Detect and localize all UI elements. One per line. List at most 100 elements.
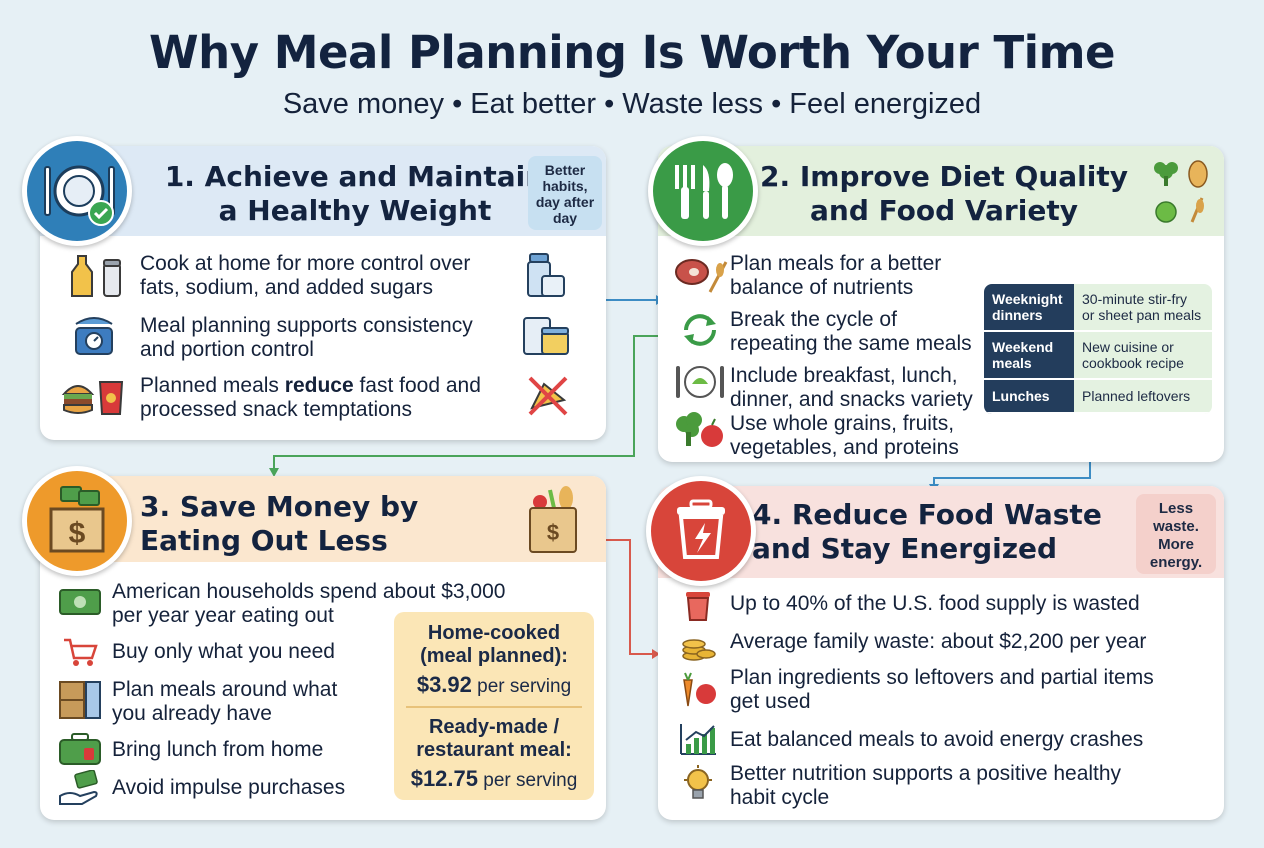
list-item: American households spend about $3,000 p… — [112, 580, 582, 628]
table-key-cell: Weeknight dinners — [984, 284, 1074, 332]
item-text: vegetables, and proteins — [730, 436, 959, 459]
item-text: dinner, and snacks variety — [730, 388, 973, 411]
item-text: balance of nutrients — [730, 276, 914, 299]
hand-money-icon — [59, 770, 98, 805]
home-cooked-price: $3.92 per serving — [416, 672, 572, 697]
lightbulb-icon — [684, 765, 712, 799]
card-title-line: 4. Reduce Food Waste — [752, 498, 1102, 531]
item-text: Use whole grains, fruits, — [730, 412, 955, 435]
card-title-line: and Food Variety — [810, 194, 1078, 227]
card-save-money: 3. Save Money by Eating Out Less $ Ameri… — [40, 476, 606, 820]
connector-2-to-3 — [273, 335, 658, 470]
card-title: 1. Achieve and Maintain a Healthy Weight — [140, 160, 570, 228]
item-text: Eat balanced meals to avoid energy crash… — [730, 728, 1144, 751]
pantry-icon — [59, 681, 101, 719]
money-bag-icon: $ — [49, 486, 105, 553]
list-item: Meal planning supports consistency and p… — [140, 314, 520, 362]
badge-line: energy. — [1149, 554, 1203, 571]
arrowhead-2-to-3 — [269, 468, 279, 477]
item-text: Bring lunch from home — [112, 738, 324, 761]
badge-line: Better — [544, 162, 586, 178]
waste-section-icon — [646, 476, 756, 586]
svg-text:$: $ — [547, 520, 559, 545]
card-title-line: a Healthy Weight — [218, 194, 492, 227]
badge-line: habits, — [542, 178, 588, 194]
table-key-cell: Weekend meals — [984, 332, 1074, 380]
card-title: 4. Reduce Food Waste and Stay Energized — [752, 498, 1132, 566]
table-row: Lunches Planned leftovers — [984, 380, 1212, 414]
badge-line: day after — [535, 194, 595, 210]
item-text: Better nutrition supports a positive hea… — [730, 762, 1122, 785]
item-text: processed snack temptations — [140, 398, 412, 421]
item-text: you already have — [112, 702, 272, 725]
item-text: Buy only what you need — [112, 640, 335, 663]
meat-grain-icon — [675, 259, 728, 293]
coins-icon — [682, 639, 716, 661]
item-text: Plan ingredients so leftovers and partia… — [730, 666, 1154, 689]
table-value-cell: 30-minute stir-fry or sheet pan meals — [1074, 284, 1212, 332]
card-reduce-waste: 4. Reduce Food Waste and Stay Energized … — [658, 486, 1224, 820]
page-title: Why Meal Planning Is Worth Your Time — [149, 26, 1115, 79]
item-text: get used — [730, 690, 811, 713]
badge-line: waste. — [1153, 518, 1199, 535]
kitchen-scale-icon — [75, 317, 113, 355]
list-item: Planned meals reduce fast food and proce… — [140, 374, 520, 422]
fork-knife-spoon-icon — [675, 163, 733, 219]
item-text: fats, sodium, and added sugars — [140, 276, 434, 299]
item-text: Up to 40% of the U.S. food supply is was… — [730, 592, 1140, 615]
home-cooked-label: Home-cooked (meal planned): — [420, 622, 568, 667]
habits-badge: Better habits, day after day — [528, 156, 602, 230]
card-title-line: Eating Out Less — [140, 524, 388, 557]
list-item: Better nutrition supports a positive hea… — [730, 762, 1210, 810]
item-text: Average family waste: about $2,200 per y… — [730, 630, 1147, 653]
item-text: and portion control — [140, 338, 314, 361]
item-text: Meal planning supports consistency — [140, 314, 473, 337]
oil-salt-icon — [71, 255, 121, 297]
carrot-apple-icon — [683, 672, 716, 707]
card-title-line: 2. Improve Diet Quality — [760, 160, 1128, 193]
growth-chart-icon — [680, 724, 716, 755]
cost-comparison-box: Home-cooked (meal planned): $3.92 per se… — [394, 612, 594, 800]
lunchbox-icon — [59, 733, 101, 765]
item-text: American households spend about $3,000 — [112, 580, 506, 603]
list-item: Break the cycle of repeating the same me… — [730, 308, 990, 356]
fast-food-icon — [61, 381, 124, 415]
divider — [406, 706, 582, 708]
item-text: per year year eating out — [112, 604, 334, 627]
healthy-foods-icon — [1154, 160, 1208, 223]
badge-line: day — [552, 210, 578, 226]
list-item: Plan meals around what you already have — [112, 678, 412, 726]
compost-bin-icon — [677, 499, 725, 559]
portion-containers-icon — [523, 317, 569, 355]
table-row: Weeknight dinners 30-minute stir-fry or sh… — [984, 284, 1212, 332]
item-text: Cook at home for more control over — [140, 252, 471, 275]
waste-energy-badge: Less waste. More energy. — [1136, 494, 1216, 574]
trash-can-icon — [686, 592, 710, 621]
cart-icon — [64, 638, 98, 666]
item-text: Avoid impulse purchases — [112, 776, 346, 799]
table-value-cell: Planned leftovers — [1074, 380, 1212, 414]
list-item: Plan meals for a better balance of nutri… — [730, 252, 990, 300]
containers-icon — [527, 253, 565, 297]
meal-plan-table: Weeknight dinners 30-minute stir-fry or sh… — [984, 284, 1212, 414]
ready-made-label: Ready-made / restaurant meal: — [416, 716, 572, 761]
badge-line: More — [1158, 536, 1194, 553]
grocery-bag-icon: $ — [529, 486, 577, 553]
card-title: 2. Improve Diet Quality and Food Variety — [754, 160, 1134, 228]
money-section-icon: $ — [22, 466, 132, 576]
produce-icon — [676, 412, 723, 447]
card-title-line: and Stay Energized — [752, 532, 1058, 565]
list-item: Up to 40% of the U.S. food supply is was… — [730, 592, 1210, 616]
card-title-line: 3. Save Money by — [140, 490, 419, 523]
card-title: 3. Save Money by Eating Out Less — [140, 490, 420, 558]
page-subtitle: Save money • Eat better • Waste less • F… — [282, 88, 982, 120]
list-item: Plan ingredients so leftovers and partia… — [730, 666, 1210, 714]
list-item: Average family waste: about $2,200 per y… — [730, 630, 1210, 654]
connector-2-to-4 — [933, 462, 1091, 486]
list-item: Include breakfast, lunch, dinner, and sn… — [730, 364, 990, 412]
list-item: Avoid impulse purchases — [112, 776, 412, 800]
arrowhead-3-to-4 — [652, 649, 660, 659]
weight-section-icon — [22, 136, 132, 246]
plate-icon — [676, 366, 724, 398]
item-text: repeating the same meals — [730, 332, 972, 355]
